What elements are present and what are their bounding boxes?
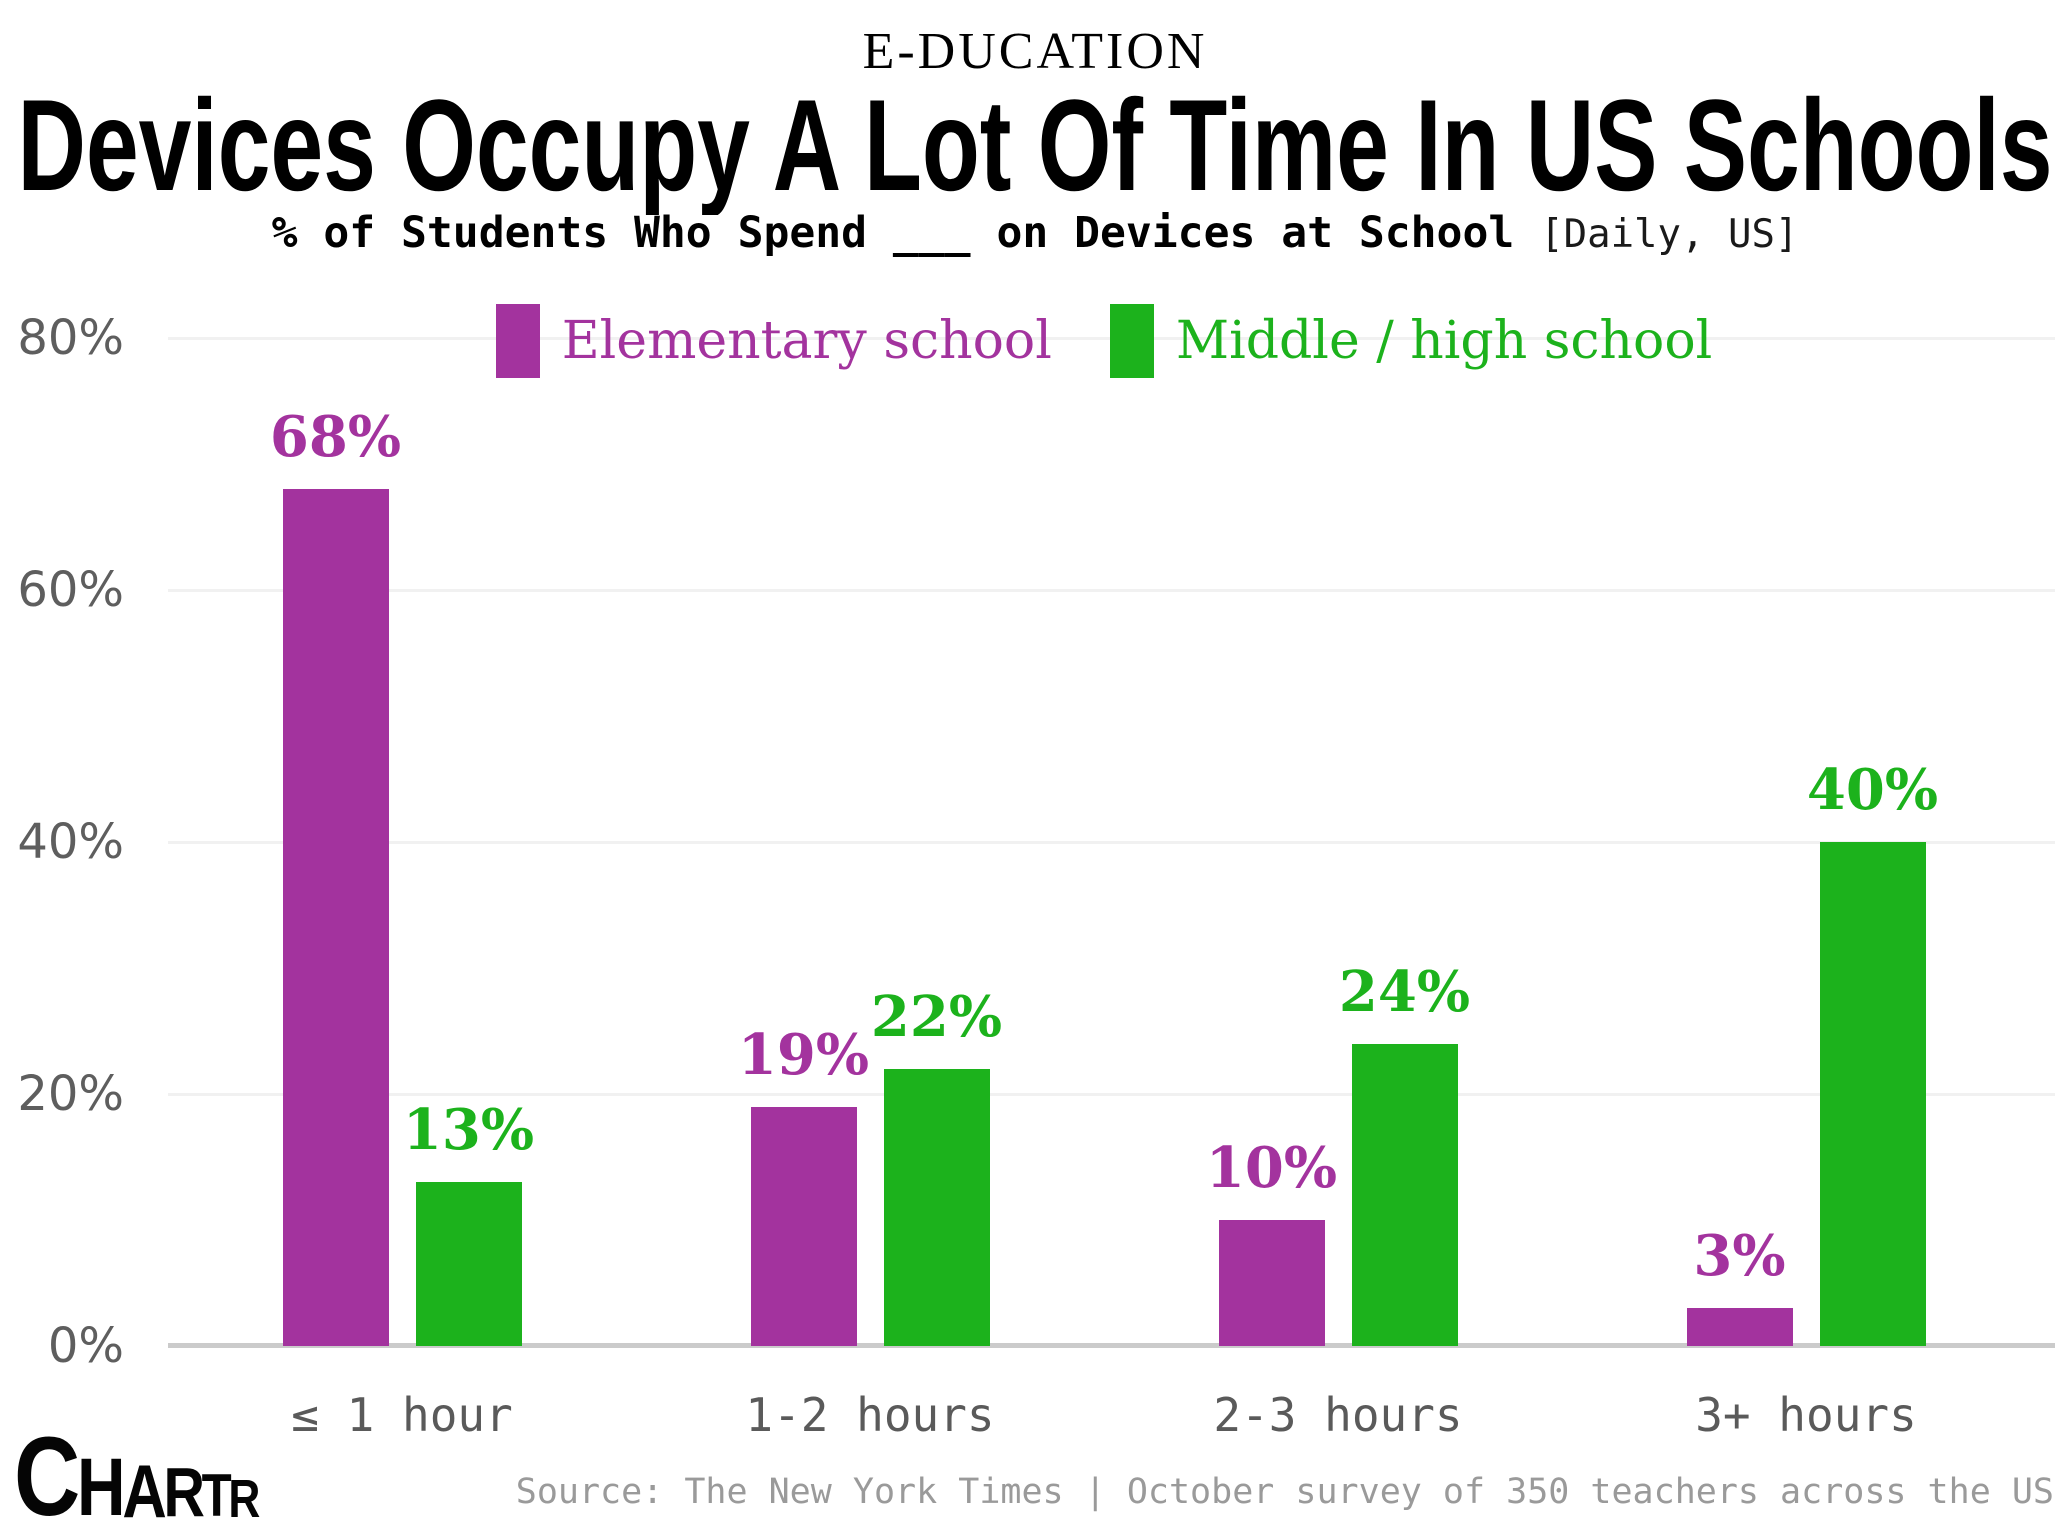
bar-elementary-school-1-2-hours [750,1106,857,1346]
x-axis-line [168,1343,2055,1348]
bar-middle-high-school-3+-hours [1819,842,1926,1346]
title-container: Devices Occupy A Lot Of Time In US Schoo… [18,72,2053,215]
gridline-20 [168,1092,2055,1096]
subtitle-note: [Daily, US] [1540,212,1799,257]
logo-letter-3: R [163,1453,205,1530]
bar-value-label-elementary-school-1-hour: 68% [269,404,402,471]
gridline-40 [168,840,2055,844]
legend-label-elementary-school: Elementary school [561,311,1052,371]
chart-legend: Elementary school Middle / high school [168,300,2040,382]
legend-swatch-elementary-school [495,304,540,378]
legend-swatch-middle-high-school [1109,304,1154,378]
bar-elementary-school-3+-hours [1686,1308,1793,1346]
chart-subtitle: % of Students Who Spend ___ on Devices a… [0,208,2070,258]
page-title: Devices Occupy A Lot Of Time In US Schoo… [18,72,2053,215]
logo-letter-2: A [122,1448,167,1530]
bar-elementary-school-2-3-hours [1218,1220,1325,1346]
bar-elementary-school-1-hour [282,489,389,1346]
x-axis-label-2-3-hours: 2-3 hours [1213,1388,1463,1442]
bar-value-label-middle-high-school-1-2-hours: 22% [870,983,1003,1050]
legend-label-middle-high-school: Middle / high school [1175,311,1713,371]
y-axis-label-80: 80% [17,310,124,366]
logo-letter-4: T [201,1462,232,1530]
bar-middle-high-school-1-hour [415,1182,522,1346]
gridline-60 [168,588,2055,592]
bar-value-label-middle-high-school-2-3-hours: 24% [1338,958,1471,1025]
subtitle-main: % of Students Who Spend ___ on Devices a… [271,208,1515,258]
bar-value-label-elementary-school-3+-hours: 3% [1693,1223,1786,1290]
x-axis-label-3+-hours: 3+ hours [1695,1388,1917,1442]
source-note: Source: The New York Times | October sur… [515,1472,2054,1512]
bar-value-label-middle-high-school-1-hour: 13% [402,1097,535,1164]
legend-item-middle-high-school: Middle / high school [1109,304,1713,378]
bar-value-label-elementary-school-1-2-hours: 19% [737,1021,870,1088]
y-axis-label-0: 0% [47,1318,124,1374]
logo-letter-1: H [77,1442,126,1530]
x-axis-label-1-2-hours: 1-2 hours [745,1388,995,1442]
x-axis-label-1-hour: ≤ 1 hour [291,1388,513,1442]
logo-letter-5: R [228,1468,261,1529]
bar-value-label-middle-high-school-3+-hours: 40% [1806,757,1939,823]
y-axis-label-60: 60% [17,562,124,618]
bar-value-label-elementary-school-2-3-hours: 10% [1205,1135,1338,1201]
bar-middle-high-school-2-3-hours [1351,1043,1458,1346]
y-axis-label-40: 40% [17,814,124,870]
legend-item-elementary-school: Elementary school [495,304,1052,378]
y-axis-label-20: 20% [17,1066,124,1122]
bar-middle-high-school-1-2-hours [883,1068,990,1346]
kicker: E-DUCATION [862,23,1208,80]
logo-letter-0: C [14,1413,81,1530]
